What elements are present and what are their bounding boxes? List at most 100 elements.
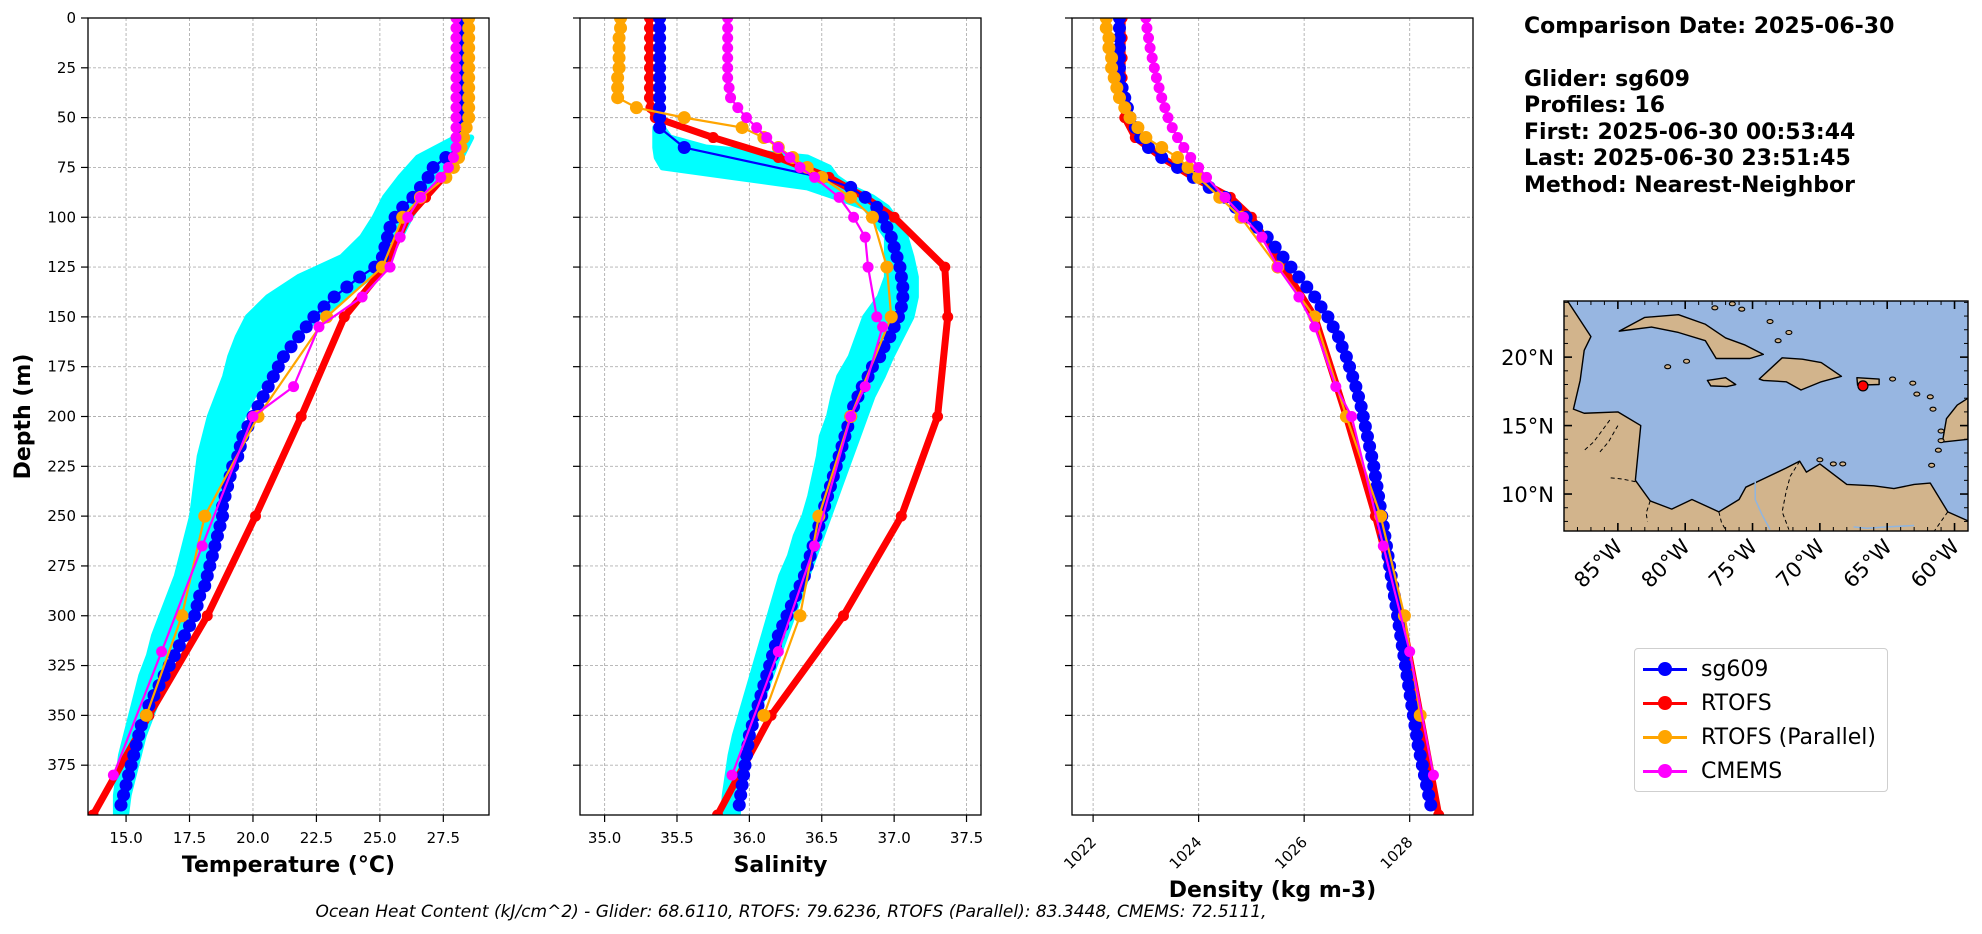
map-lon-label: 85°W: [1569, 534, 1627, 592]
data-point: [1330, 381, 1342, 393]
small-island: [1766, 318, 1774, 325]
data-point: [450, 132, 462, 144]
small-island: [1934, 447, 1942, 453]
data-point: [677, 111, 691, 125]
data-point: [722, 72, 734, 84]
data-point: [734, 788, 748, 802]
data-point: [1339, 350, 1353, 364]
data-point: [761, 132, 773, 144]
data-point: [450, 122, 462, 134]
small-island: [1829, 461, 1837, 467]
data-point: [193, 589, 207, 603]
data-point: [213, 519, 227, 533]
data-point: [1367, 459, 1381, 473]
data-point: [203, 559, 217, 573]
data-point: [450, 42, 462, 54]
x-tick-label: 20.0: [236, 829, 269, 847]
data-point: [1377, 540, 1389, 552]
glider-name: Glider: sg609: [1524, 66, 1690, 92]
legend-swatch-cmems: [1643, 757, 1687, 785]
plot-area: [88, 18, 476, 815]
panel-temperature-c: 0 25 50 75 100 125 150 175 200 225 250 275 300 325 350…: [11, 9, 490, 878]
data-point: [737, 768, 751, 782]
data-point: [643, 18, 655, 24]
x-tick-label: 27.5: [427, 829, 460, 847]
y-tick-label: 300: [47, 607, 76, 625]
y-tick-label: 100: [47, 208, 76, 226]
data-point: [1139, 131, 1153, 145]
data-point: [809, 540, 821, 552]
data-point: [198, 579, 212, 593]
data-point: [450, 142, 462, 154]
y-tick-label: 375: [47, 756, 76, 774]
data-point: [313, 321, 325, 333]
data-point: [198, 509, 212, 523]
small-island: [1816, 457, 1824, 463]
map-body: [1564, 301, 1968, 531]
x-tick-label: 15.0: [109, 829, 142, 847]
data-point: [896, 280, 910, 294]
data-point: [1118, 101, 1132, 115]
data-point: [450, 92, 462, 104]
river: [1754, 480, 1771, 530]
data-point: [421, 170, 435, 184]
data-point: [462, 51, 476, 65]
data-point: [896, 290, 910, 304]
y-axis: [1065, 17, 1072, 766]
data-point: [871, 311, 883, 323]
method: Method: Nearest-Neighbor: [1524, 172, 1855, 198]
data-point: [210, 529, 224, 543]
data-point: [611, 71, 625, 85]
data-point: [1192, 170, 1206, 184]
legend-item-cmems: CMEMS: [1643, 757, 1782, 785]
data-point: [1155, 141, 1169, 155]
data-point: [1413, 748, 1427, 762]
map-lon-label: 80°W: [1637, 534, 1695, 592]
inset-map: 85°W 80°W 75°W 70°W 65°W 60°W 20°N 15°N 10°N: [1501, 300, 1969, 593]
legend-label-rtofs: RTOFS: [1701, 690, 1772, 716]
data-point: [772, 151, 784, 163]
map-lon-label: 60°W: [1906, 534, 1964, 592]
y-tick-label: 75: [57, 158, 76, 176]
land-lesser-antilles: [1941, 397, 1968, 443]
glider-location-marker: [1857, 380, 1869, 392]
y-tick-label: 125: [47, 258, 76, 276]
series-cmems: [722, 18, 889, 781]
map-lat-label: 10°N: [1501, 483, 1554, 507]
data-point: [722, 32, 734, 44]
data-point: [1292, 270, 1306, 284]
series-cmems: [1140, 18, 1439, 781]
data-point: [848, 211, 860, 223]
land-jamaica: [1706, 376, 1737, 388]
small-island: [1785, 329, 1793, 336]
x-axis: 35.0 35.5 36.0 36.5 37.0 37.5: [588, 815, 983, 847]
x-axis: 15.0 17.5 20.0 22.5 25.0 27.5: [109, 815, 460, 847]
data-point: [384, 261, 396, 273]
data-point: [292, 330, 306, 344]
data-point: [1365, 449, 1379, 463]
data-point: [462, 61, 476, 75]
land-cuba: [1618, 313, 1765, 360]
data-point: [643, 22, 655, 34]
data-point: [735, 778, 749, 792]
data-point: [1346, 411, 1358, 422]
map-lon-label: 70°W: [1771, 534, 1829, 592]
data-point: [250, 510, 262, 522]
data-point: [880, 220, 894, 234]
data-point: [877, 321, 889, 333]
x-tick-label: 1022: [1060, 833, 1100, 873]
data-point: [1102, 41, 1116, 55]
small-island: [1913, 391, 1921, 397]
small-island: [1682, 358, 1691, 364]
data-point: [114, 798, 128, 812]
series-cmems: [107, 18, 462, 781]
legend: sg609 RTOFS RTOFS (Parallel) CMEMS: [1634, 648, 1888, 792]
x-tick-label: 37.0: [877, 829, 910, 847]
data-point: [167, 649, 181, 663]
series-rtofs: [1116, 18, 1445, 815]
data-point: [876, 210, 890, 224]
data-point: [139, 708, 153, 722]
data-point: [1144, 42, 1156, 54]
x-tick-label: 36.5: [805, 829, 838, 847]
